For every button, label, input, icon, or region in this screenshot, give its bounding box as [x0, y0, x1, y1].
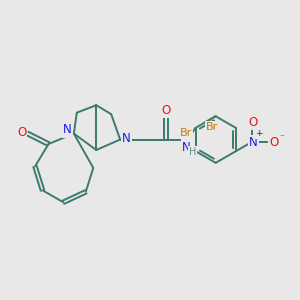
Text: O: O	[162, 104, 171, 117]
Text: O: O	[17, 126, 26, 139]
Text: H: H	[189, 147, 196, 157]
Text: N: N	[249, 136, 258, 149]
Text: ⁻: ⁻	[280, 134, 285, 144]
Text: N: N	[182, 140, 191, 154]
Text: N: N	[122, 132, 131, 145]
Text: O: O	[249, 116, 258, 129]
Text: Br: Br	[180, 128, 192, 138]
Text: N: N	[63, 124, 72, 136]
Text: O: O	[270, 136, 279, 149]
Text: +: +	[256, 129, 263, 138]
Text: Br: Br	[206, 122, 218, 133]
